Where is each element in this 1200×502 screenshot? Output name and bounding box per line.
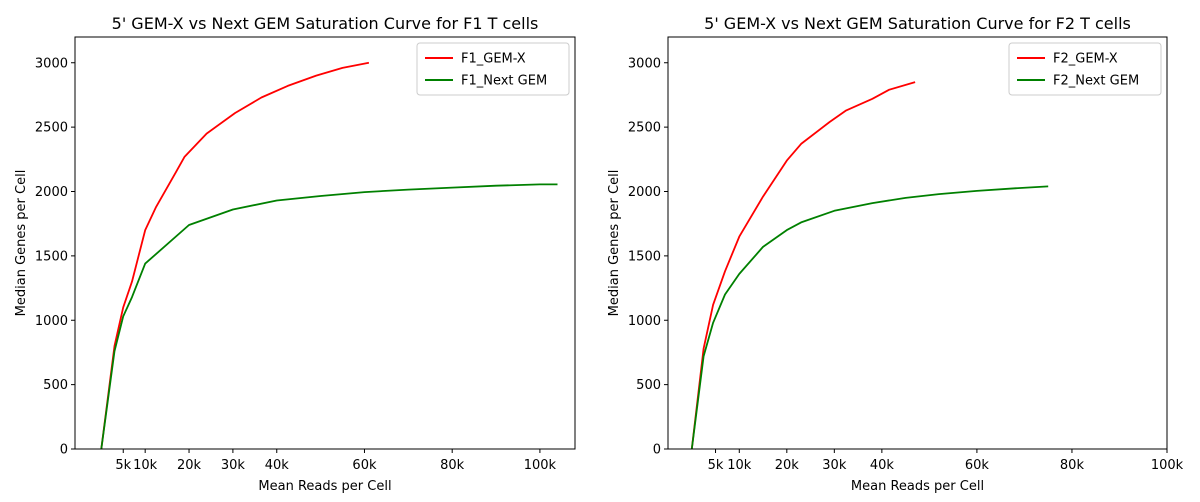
series-line-next-gem (100, 183, 558, 450)
legend-label: F2_GEM-X (1053, 52, 1118, 67)
chart-title: 5' GEM-X vs Next GEM Saturation Curve fo… (112, 14, 539, 33)
y-tick-label: 2000 (628, 185, 661, 200)
x-tick-label: 30k (221, 458, 246, 473)
x-tick-label: 60k (965, 458, 990, 473)
x-tick-label: 80k (1060, 458, 1085, 473)
y-tick-label: 1000 (35, 314, 68, 329)
y-tick-label: 2000 (35, 185, 68, 200)
legend-label: F1_GEM-X (461, 52, 526, 67)
x-axis-label: Mean Reads per Cell (851, 479, 984, 494)
legend-box (1008, 42, 1162, 96)
chart-panel-f1: 0 500 1000 1500 2000 2500 3000 5k 10k 20k 30k 40k 60… (14, 14, 576, 494)
y-tick-label: 0 (653, 443, 661, 458)
y-tick-label: 500 (636, 378, 661, 393)
series-line-gem-x (100, 61, 370, 450)
y-tick-label: 500 (43, 378, 68, 393)
y-tick-label: 1500 (628, 249, 661, 264)
x-axis-label: Mean Reads per Cell (258, 479, 391, 494)
x-tick-label: 5k (708, 458, 724, 473)
y-tick-label: 1500 (35, 249, 68, 264)
y-tick-label: 2500 (35, 121, 68, 136)
y-tick-label: 1000 (628, 314, 661, 329)
plot-frame (667, 36, 1168, 450)
x-tick-label: 20k (775, 458, 800, 473)
x-tick-label: 10k (133, 458, 158, 473)
series-line-next-gem (690, 185, 1049, 450)
x-tick-label: 60k (352, 458, 377, 473)
legend-label: F2_Next GEM (1053, 74, 1139, 89)
chart-title: 5' GEM-X vs Next GEM Saturation Curve fo… (704, 14, 1131, 33)
x-tick-label: 10k (727, 458, 752, 473)
x-tick-label: 80k (440, 458, 465, 473)
series-line-gem-x (690, 81, 916, 450)
chart-panel-f2: 0 500 1000 1500 2000 2500 3000 5k 10k 20k 30k 40k 60… (607, 14, 1184, 494)
x-tick-label: 5k (115, 458, 131, 473)
x-tick-label: 20k (177, 458, 202, 473)
x-tick-label: 40k (265, 458, 290, 473)
legend-box (416, 42, 570, 96)
legend-label: F1_Next GEM (461, 74, 547, 89)
y-tick-label: 3000 (35, 56, 68, 71)
x-tick-label: 100k (1151, 458, 1184, 473)
plot-frame (74, 36, 576, 450)
y-axis-label: Median Genes per Cell (14, 170, 29, 317)
x-tick-label: 30k (822, 458, 847, 473)
y-tick-label: 0 (60, 443, 68, 458)
y-tick-label: 3000 (628, 56, 661, 71)
y-axis-label: Median Genes per Cell (607, 170, 622, 317)
x-tick-label: 40k (870, 458, 895, 473)
y-tick-label: 2500 (628, 121, 661, 136)
x-tick-label: 100k (524, 458, 557, 473)
